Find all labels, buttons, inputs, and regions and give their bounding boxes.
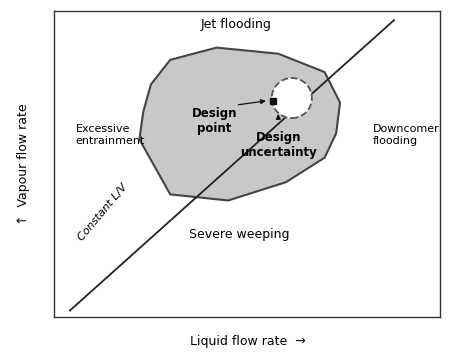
Ellipse shape — [272, 78, 312, 118]
Polygon shape — [139, 48, 340, 201]
Text: Design
point: Design point — [192, 107, 237, 135]
Text: Severe weeping: Severe weeping — [189, 228, 290, 241]
Text: Constant L/V: Constant L/V — [76, 182, 129, 243]
Text: Jet flooding: Jet flooding — [200, 18, 271, 31]
Text: Design
uncertainty: Design uncertainty — [240, 131, 317, 159]
Text: Downcomer
flooding: Downcomer flooding — [373, 124, 439, 146]
Text: ↑  Vapour flow rate: ↑ Vapour flow rate — [17, 103, 30, 225]
Text: Excessive
entrainment: Excessive entrainment — [76, 124, 145, 146]
Text: Liquid flow rate  →: Liquid flow rate → — [190, 335, 305, 348]
